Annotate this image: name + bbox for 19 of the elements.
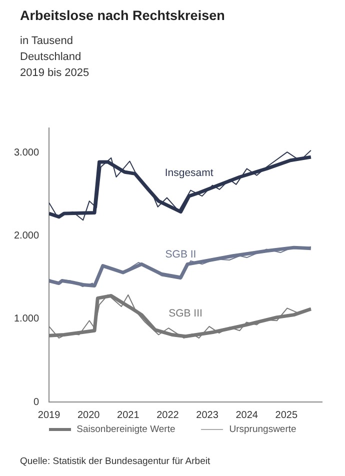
x-tick-label: 2019 xyxy=(38,410,61,421)
y-tick-label: 1.000 xyxy=(14,314,40,325)
series-label: SGB II xyxy=(165,248,196,260)
x-tick-label: 2020 xyxy=(77,410,100,421)
x-tick-label: 2024 xyxy=(236,410,258,421)
chart-title: Arbeitslose nach Rechtskreisen xyxy=(20,8,225,23)
chart-subtitle: in Tausend Deutschland 2019 bis 2025 xyxy=(20,34,90,81)
source-note: Quelle: Statistik der Bundesagentur für Arbeit xyxy=(20,456,210,467)
series-label: Insgesamt xyxy=(164,167,214,180)
series-label: SGB III xyxy=(168,307,202,320)
text: Saisonbereinigte Werte xyxy=(76,424,176,435)
x-tick-label: 2021 xyxy=(117,410,140,421)
text: Ursprungswerte xyxy=(229,424,296,435)
x-tick-label: 2025 xyxy=(275,410,298,421)
y-tick-label: 0 xyxy=(33,396,40,408)
x-tick-label: 2022 xyxy=(156,410,180,421)
y-tick-label: 2.000 xyxy=(14,230,40,242)
x-tick-label: 2023 xyxy=(196,410,219,421)
y-tick-label: 3.000 xyxy=(14,148,40,159)
